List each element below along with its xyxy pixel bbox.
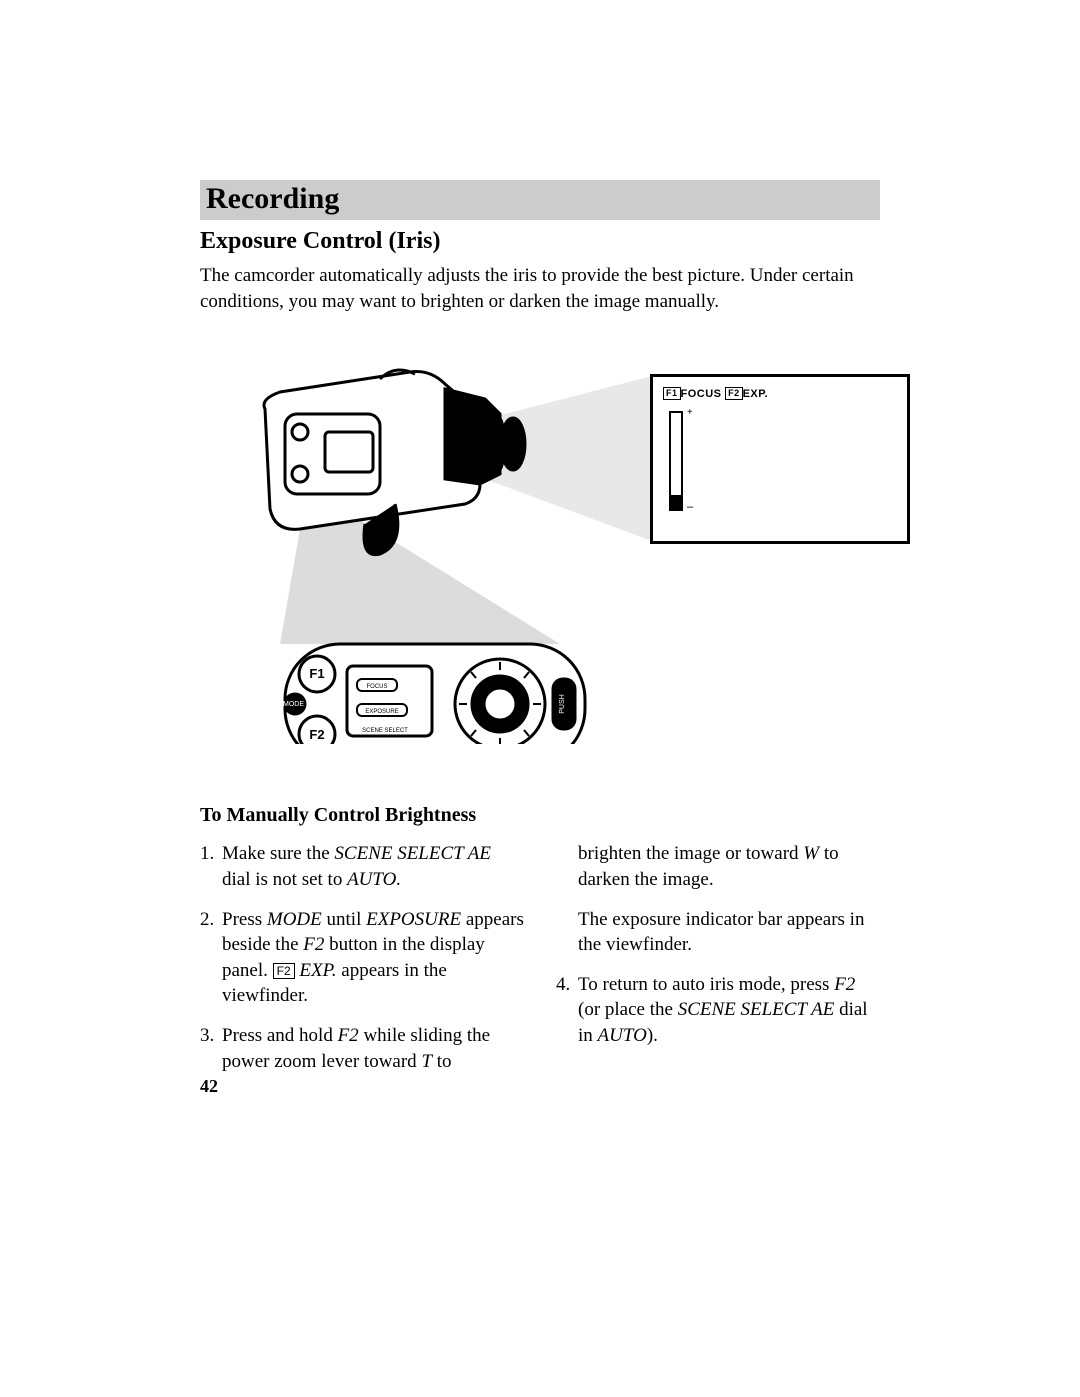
panel-exposure-label: EXPOSURE [365, 709, 398, 715]
viewfinder-exposure-bar [669, 411, 683, 511]
step-1-body: Make sure the SCENE SELECT AE dial is no… [222, 841, 524, 892]
instruction-columns: 1. Make sure the SCENE SELECT AE dial is… [200, 841, 880, 1088]
manual-page: Recording Exposure Control (Iris) The ca… [0, 0, 1080, 1397]
left-column: 1. Make sure the SCENE SELECT AE dial is… [200, 841, 524, 1088]
viewfinder-label: F1FOCUS F2EXP. [663, 387, 768, 400]
step-3: 3. Press and hold F2 while sliding the p… [200, 1023, 524, 1074]
step-3-body: Press and hold F2 while sliding the powe… [222, 1023, 524, 1074]
step-3-para2: The exposure indicator bar appears in th… [578, 907, 880, 958]
step-3-number: 3. [200, 1023, 222, 1074]
section-title: Recording [206, 182, 874, 216]
step-2-number: 2. [200, 907, 222, 1010]
section-title-bar: Recording [200, 180, 880, 220]
viewfinder-f1-box: F1 [663, 387, 681, 400]
step-2-body: Press MODE until EXPOSURE appears beside… [222, 907, 524, 1010]
viewfinder-minus-icon: – [687, 499, 693, 514]
panel-scene-select-label: SCENE SELECT [362, 728, 408, 734]
viewfinder-display: F1FOCUS F2EXP. + – [650, 374, 910, 544]
panel-focus-label: FOCUS [367, 684, 388, 690]
viewfinder-bar-fill [671, 495, 681, 509]
step-3-continuation: brighten the image or toward W to darken… [578, 841, 880, 892]
f2-inline-box-icon: F2 [273, 963, 295, 979]
viewfinder-plus-icon: + [687, 407, 693, 418]
panel-f2-label: F2 [309, 727, 324, 742]
page-number: 42 [200, 1076, 218, 1097]
step-2: 2. Press MODE until EXPOSURE appears bes… [200, 907, 524, 1010]
intro-paragraph: The camcorder automatically adjusts the … [200, 263, 880, 314]
step-4: 4. To return to auto iris mode, press F2… [556, 972, 880, 1049]
panel-f1-label: F1 [309, 666, 324, 681]
figure-area: F1 F2 MODE FOCUS EXPOSURE SCENE SELECT P… [230, 344, 910, 744]
step-4-number: 4. [556, 972, 578, 1049]
right-column: brighten the image or toward W to darken… [556, 841, 880, 1088]
subheading: Exposure Control (Iris) [200, 228, 880, 255]
subheading-2: To Manually Control Brightness [200, 804, 880, 827]
viewfinder-f2-box: F2 [725, 387, 743, 400]
camcorder-illustration: F1 F2 MODE FOCUS EXPOSURE SCENE SELECT P… [230, 344, 660, 744]
step-4-body: To return to auto iris mode, press F2 (o… [578, 972, 880, 1049]
panel-mode-label: MODE [283, 701, 304, 708]
viewfinder-exp-text: EXP. [743, 388, 769, 400]
step-1: 1. Make sure the SCENE SELECT AE dial is… [200, 841, 524, 892]
viewfinder-focus-text: FOCUS [681, 388, 722, 400]
panel-push-label: PUSH [559, 695, 566, 714]
step-1-number: 1. [200, 841, 222, 892]
